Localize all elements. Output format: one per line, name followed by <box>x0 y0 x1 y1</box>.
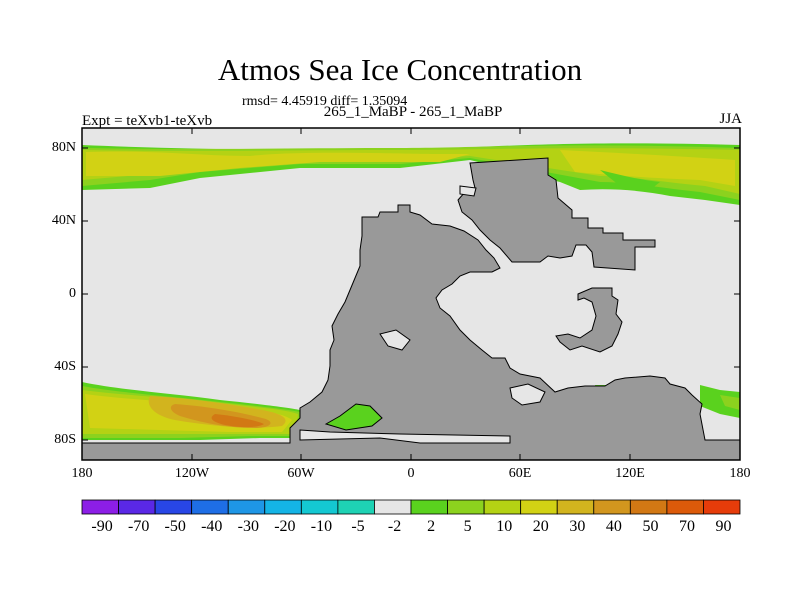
colorbar-label: 30 <box>569 518 586 535</box>
colorbar-swatch <box>593 499 631 515</box>
colorbar-swatch <box>703 499 741 515</box>
colorbar-swatch <box>629 499 668 515</box>
colorbar-label: 70 <box>678 518 695 535</box>
land-north-east <box>457 157 656 271</box>
colorbar-swatch <box>410 499 448 515</box>
lon-label-60e: 60E <box>508 466 532 481</box>
colorbar <box>81 499 741 515</box>
colorbar-label: 2 <box>427 518 436 535</box>
colorbar-label: 50 <box>642 518 659 535</box>
colorbar-label: -50 <box>164 518 186 535</box>
colorbar-label: -90 <box>91 518 113 535</box>
colorbar-label: 10 <box>496 518 513 535</box>
inland-water <box>299 185 546 444</box>
colorbar-swatch <box>300 499 339 515</box>
arctic-sea-ice <box>82 143 740 205</box>
lon-label-0: 0 <box>407 466 415 481</box>
lat-label-0: 0 <box>69 286 76 301</box>
colorbar-swatch <box>118 499 156 515</box>
colorbar-swatch <box>81 499 119 515</box>
colorbar-swatch <box>556 499 595 515</box>
lon-label-120w: 120W <box>174 466 210 481</box>
colorbar-swatch <box>447 499 485 515</box>
colorbar-swatch <box>337 499 375 515</box>
lat-label-40s: 40S <box>54 359 76 374</box>
colorbar-swatch <box>227 499 266 515</box>
colorbar-swatch <box>666 499 704 515</box>
lon-label-120e: 120E <box>615 466 645 481</box>
plot-subtitle: 265_1_MaBP - 265_1_MaBP <box>323 104 503 120</box>
colorbar-label: -5 <box>351 518 365 535</box>
season-label: JJA <box>719 111 742 127</box>
stats-line: rmsd= 4.45919 diff= 1.35094 <box>242 94 408 109</box>
experiment-label: Expt = teXvb1-teXvb <box>82 113 213 129</box>
land-supercontinent <box>82 204 740 460</box>
colorbar-label: 20 <box>532 518 549 535</box>
colorbar-label: -30 <box>237 518 259 535</box>
land-masses <box>82 157 740 460</box>
colorbar-label: -10 <box>310 518 333 535</box>
colorbar-label: -20 <box>274 518 296 535</box>
colorbar-label: -40 <box>201 518 223 535</box>
lat-label-40n: 40N <box>51 213 76 228</box>
colorbar-label: -70 <box>127 518 150 535</box>
colorbar-label: 90 <box>715 518 732 535</box>
colorbar-swatch <box>191 499 229 515</box>
axis-ticks <box>82 128 740 460</box>
lon-label-60w: 60W <box>287 466 315 481</box>
colorbar-label: 5 <box>463 518 472 535</box>
colorbar-label: -2 <box>387 518 402 535</box>
land-east-island <box>555 287 623 353</box>
colorbar-swatch <box>520 499 558 515</box>
colorbar-swatch <box>154 499 193 515</box>
lat-label-80n: 80N <box>51 140 76 155</box>
colorbar-label: 40 <box>605 518 622 535</box>
colorbar-swatch <box>374 499 412 515</box>
colorbar-swatch <box>264 499 302 515</box>
antarctic-sea-ice <box>82 380 740 440</box>
colorbar-swatch <box>483 499 522 515</box>
lat-label-80s: 80S <box>54 432 76 447</box>
lon-label-180w: 180 <box>71 466 93 481</box>
plot-title: Atmos Sea Ice Concentration <box>217 52 583 87</box>
lon-label-180e: 180 <box>729 466 751 481</box>
